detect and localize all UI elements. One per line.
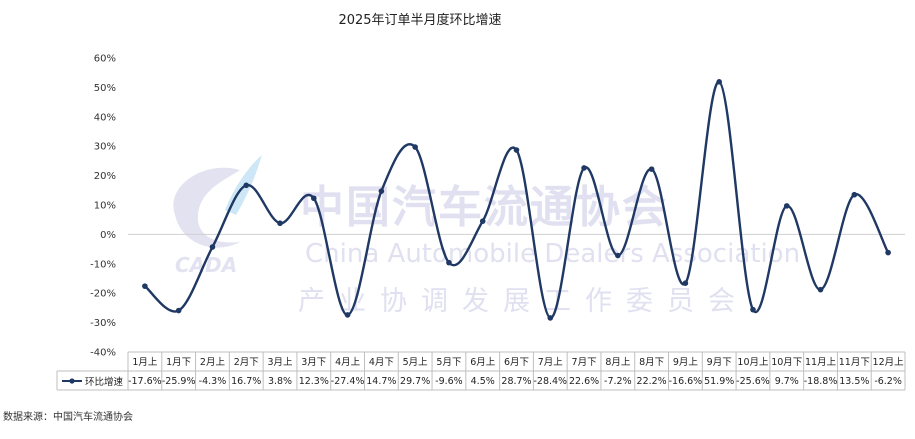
data-label: 51.9% [704,376,734,387]
y-tick-label: -30% [90,318,116,329]
data-label: 16.7% [231,376,261,387]
x-tick-label: 5月上 [403,357,429,368]
data-point [817,286,824,293]
x-tick-label: 5月下 [436,357,461,368]
data-label: 13.5% [839,376,869,387]
y-axis: 60% 50% 40% 30% 20% 10% 0% -10% -20% -30% -40% [90,54,116,359]
data-point [615,252,621,259]
data-point [311,195,317,202]
x-tick-label: 7月下 [572,357,597,368]
data-label: 4.5% [471,376,495,387]
data-point [581,165,587,171]
chart-title: 2025年订单半月度环比增速 [338,12,501,28]
y-tick-label: 10% [94,201,116,212]
y-tick-label: 50% [94,83,116,94]
data-label: -27.4% [331,376,365,387]
x-tick-label: 2月上 [200,357,226,368]
watermark-cn: 中国汽车流通协会 [300,182,668,233]
data-label: -16.6% [669,376,703,387]
data-point [885,249,891,256]
data-point [243,182,250,189]
x-tick-label: 4月上 [335,357,361,368]
x-tick-label: 1月上 [132,357,158,368]
data-label: -7.2% [604,376,632,387]
x-tick-label: 10月上 [737,357,769,368]
data-label: 12.3% [299,376,329,387]
source-note: 数据来源：中国汽车流通协会 [3,410,133,423]
data-point [716,79,722,85]
y-tick-label: 30% [94,142,116,153]
y-tick-label: -10% [90,259,116,270]
data-point [682,280,689,287]
watermark-sub: 产业协调发展工作委员会 [298,286,749,317]
legend-entry: 环比增速 [62,376,124,388]
data-point [783,203,790,209]
x-tick-label: 3月上 [267,357,293,368]
data-point [479,218,486,224]
x-tick-label: 8月下 [639,357,664,368]
data-point [851,191,858,198]
data-point [142,283,148,289]
data-label: 9.7% [775,376,799,387]
data-point [446,259,452,266]
data-points [142,79,891,321]
data-point [547,315,554,321]
data-point [513,147,520,153]
x-tick-label: 11月上 [805,357,837,368]
x-tick-label: 11月下 [839,357,870,368]
x-tick-label: 3月下 [301,357,326,368]
x-tick-label: 10月下 [771,357,802,368]
watermark-en: China Automobile Dealers Association [305,239,800,269]
x-tick-label: 9月下 [707,357,732,368]
x-tick-label: 6月上 [470,357,496,368]
cada-logo-text: CADA [175,253,237,277]
data-label: -17.6% [128,376,162,387]
data-label: 28.7% [501,376,531,387]
data-label: 22.2% [637,376,667,387]
data-point [648,166,655,172]
x-tick-label: 7月上 [538,357,564,368]
legend-marker [69,378,75,384]
x-tick-label: 1月下 [166,357,191,368]
cada-logo: CADA [173,155,262,277]
x-tick-label: 6月下 [504,357,529,368]
x-tick-label: 2月下 [234,357,259,368]
data-label: 3.8% [268,376,292,387]
data-label: -25.6% [736,376,770,387]
y-tick-label: 20% [94,171,116,182]
data-point [750,306,756,313]
data-point [175,307,182,314]
x-tick-label: 9月上 [673,357,699,368]
data-label: 14.7% [366,376,396,387]
data-point [277,220,283,227]
data-label: -4.3% [199,376,227,387]
data-label: -6.2% [874,376,902,387]
data-point [378,188,385,194]
y-tick-label: 60% [94,54,116,65]
data-point [344,312,351,318]
watermark: CADA 中国汽车流通协会 China Automobile Dealers A… [173,155,800,317]
data-point [209,244,216,250]
y-tick-label: 0% [100,230,116,241]
data-label: -28.4% [533,376,567,387]
data-label: 29.7% [400,376,430,387]
data-label: 22.6% [569,376,599,387]
x-tick-label: 4月下 [369,357,394,368]
y-tick-label: -20% [90,289,116,300]
data-label: -25.9% [162,376,196,387]
x-tick-label: 12月上 [873,357,905,368]
y-tick-label: -40% [90,348,116,359]
legend-label: 环比增速 [85,376,124,388]
data-label: -9.6% [435,376,463,387]
y-tick-label: 40% [94,112,116,123]
data-point [412,144,418,150]
data-table: 环比增速 1月上 -17.6% 1月下 -25.9% 2月上 -4.3% 2月下 16.7% 3… [56,351,906,391]
x-tick-label: 8月上 [605,357,631,368]
data-label: -18.8% [804,376,838,387]
